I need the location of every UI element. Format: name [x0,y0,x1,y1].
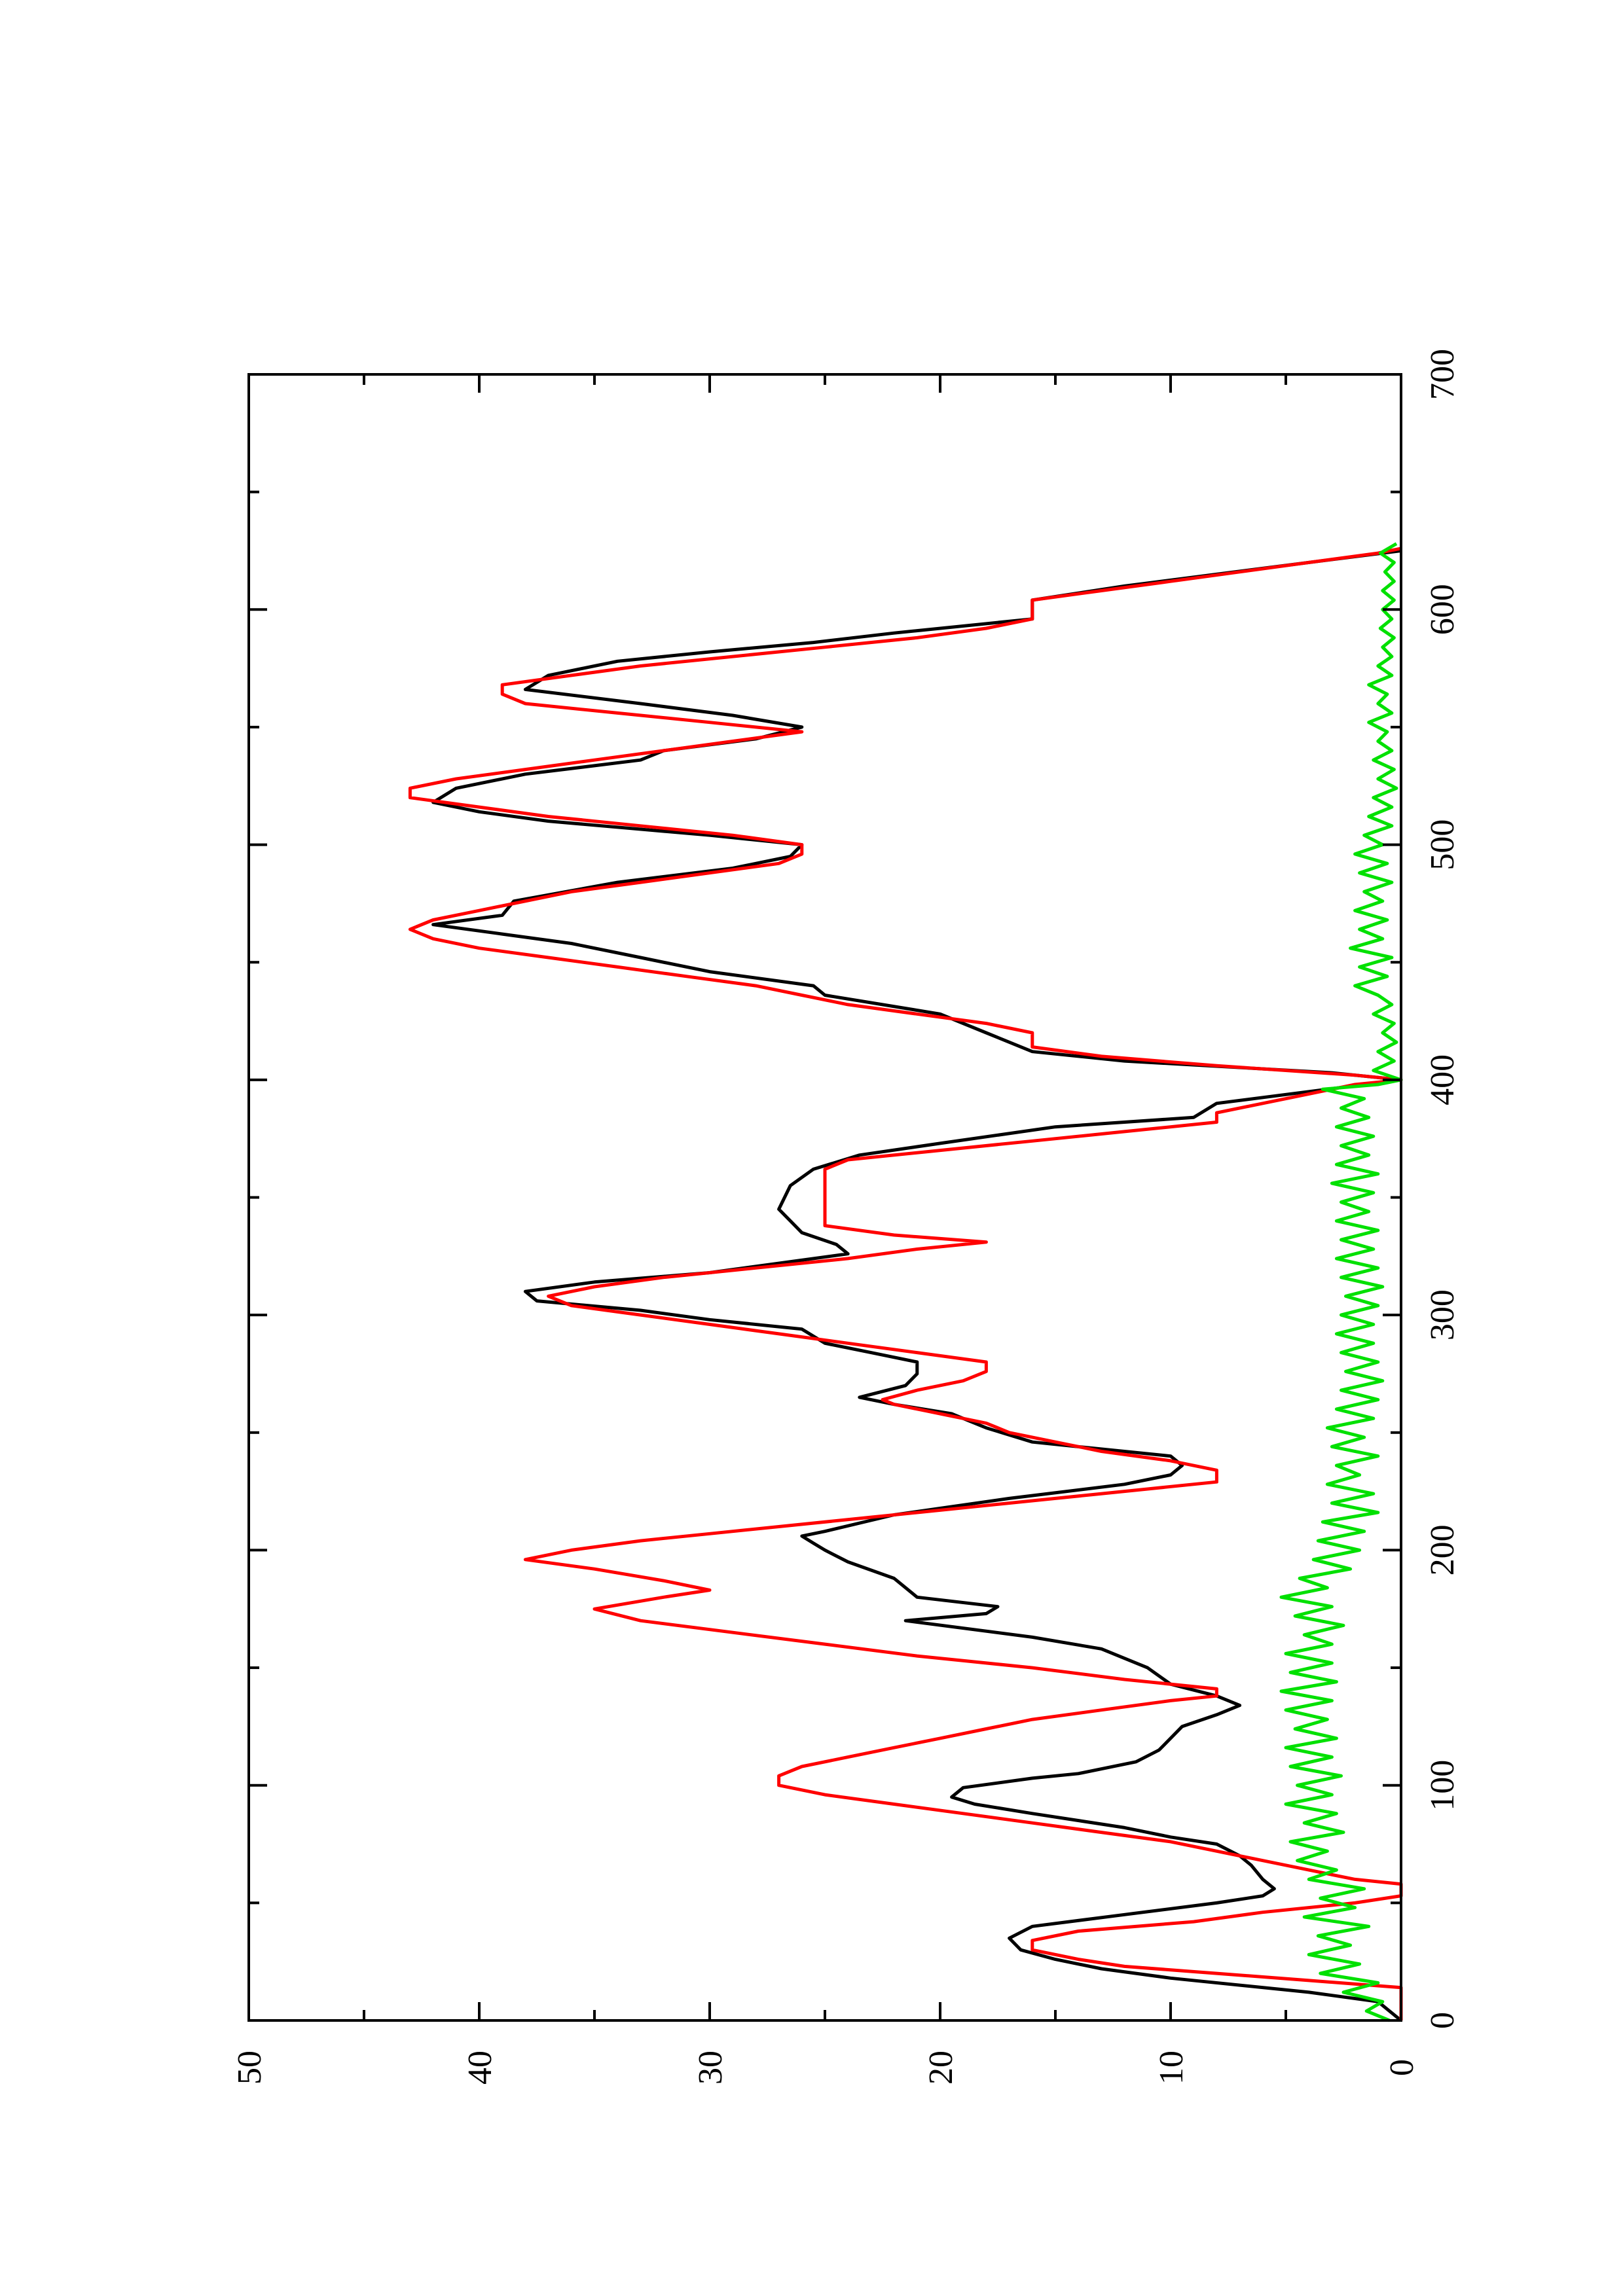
y-tick-label: 50 [231,2051,268,2085]
x-tick-label: 300 [1424,1289,1461,1340]
x-tick-label: 600 [1424,584,1461,635]
axis-ticks [247,373,1402,2022]
tick-labels: 0 100 200 300 400 500 600 700 0 10 20 30 40 50 [231,349,1461,2085]
series-line-2 [408,547,1403,2020]
y-tick-label: 40 [462,2051,499,2085]
series-layer [408,542,1403,2022]
x-tick-label: 200 [1424,1524,1461,1575]
x-tick-label: 100 [1424,1760,1461,1811]
x-tick-label: 0 [1424,2012,1461,2029]
x-tick-label: 500 [1424,819,1461,870]
y-tick-label: 20 [922,2051,960,2085]
x-tick-label: 400 [1424,1054,1461,1105]
y-tick-label: 0 [1383,2059,1421,2076]
series-line-1 [431,549,1403,2022]
x-tick-label: 700 [1424,349,1461,400]
series-line-3 [1279,542,1403,2022]
y-tick-label: 10 [1153,2051,1190,2085]
y-tick-label: 30 [692,2051,729,2085]
